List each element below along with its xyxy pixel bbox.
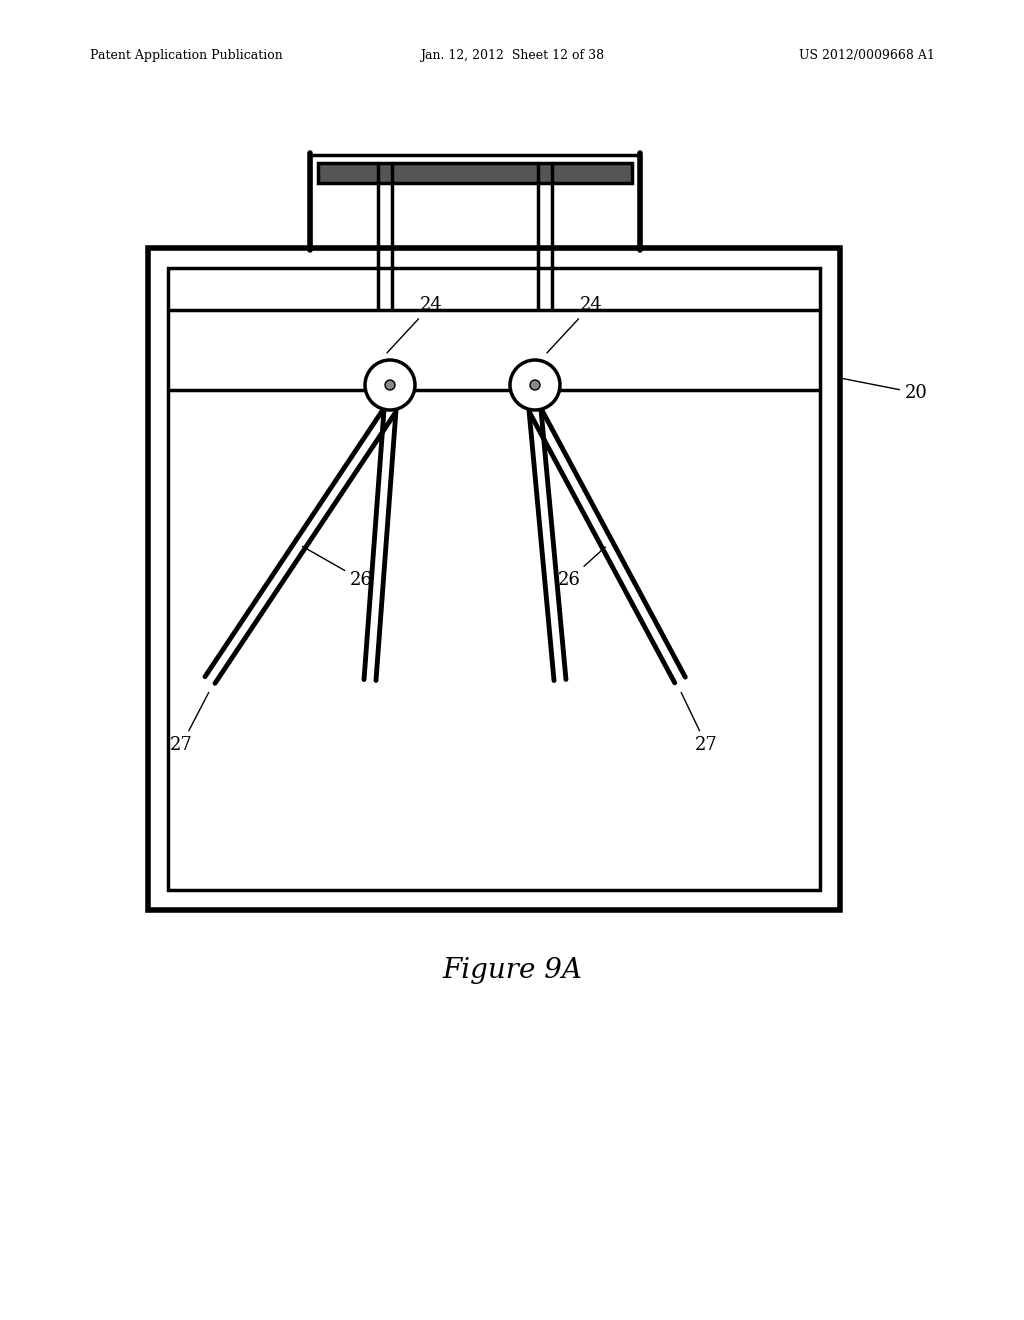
Text: 26: 26 [557,546,605,589]
Text: Patent Application Publication: Patent Application Publication [90,49,283,62]
Bar [318,162,632,183]
Circle shape [510,360,560,411]
Text: 26: 26 [302,546,373,589]
Circle shape [365,360,415,411]
Text: 24: 24 [547,296,603,352]
Text: 27: 27 [170,693,209,754]
Bar [168,268,820,890]
Text: Jan. 12, 2012  Sheet 12 of 38: Jan. 12, 2012 Sheet 12 of 38 [420,49,604,62]
Text: 24: 24 [387,296,442,352]
Text: US 2012/0009668 A1: US 2012/0009668 A1 [799,49,935,62]
Text: 27: 27 [681,693,718,754]
Text: 20: 20 [843,379,928,403]
Text: Figure 9A: Figure 9A [442,957,582,983]
Circle shape [385,380,395,389]
Bar [310,154,640,248]
Bar [148,248,840,909]
Circle shape [530,380,540,389]
